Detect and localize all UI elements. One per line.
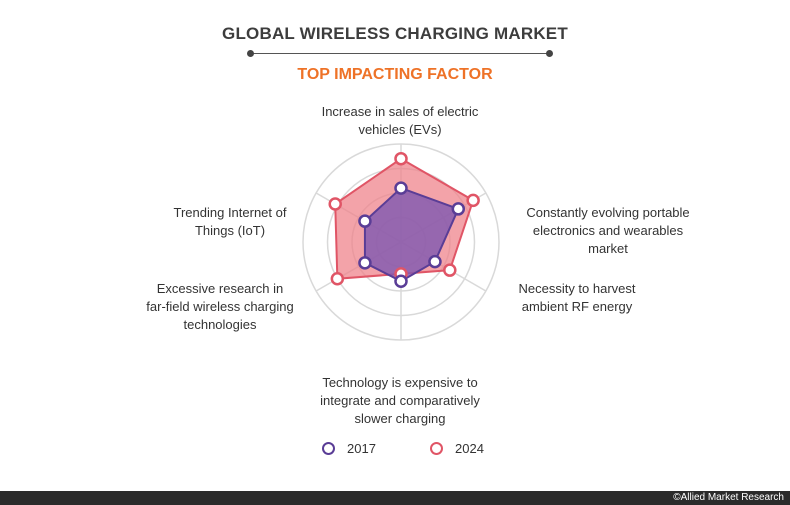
axis-label-line: Things (IoT) xyxy=(194,223,266,238)
chart-title: GLOBAL WIRELESS CHARGING MARKET xyxy=(222,24,568,43)
axis-label-line: ambient RF energy xyxy=(521,299,633,314)
axis-label-iot: Trending Internet of Things (IoT) xyxy=(150,204,310,240)
legend-item-2017: 2017 xyxy=(322,441,376,456)
axis-label-technology-expensive: Technology is expensive to integrate and… xyxy=(290,374,510,428)
axis-label-line: Increase in sales of electric xyxy=(321,104,479,119)
axis-label-line: far-field wireless charging xyxy=(146,299,294,314)
data-point-2024 xyxy=(466,193,480,208)
data-point-2017 xyxy=(394,181,408,195)
legend-label-2024: 2024 xyxy=(455,441,484,456)
data-point-2017 xyxy=(358,214,372,228)
axis-label-line: Excessive research in xyxy=(156,281,284,296)
axis-label-line: Constantly evolving portable xyxy=(526,205,690,220)
axis-label-line: Necessity to harvest xyxy=(518,281,636,296)
axis-label-line: vehicles (EVs) xyxy=(358,122,442,137)
chart-subtitle: TOP IMPACTING FACTOR xyxy=(297,66,493,83)
axis-label-far-field-research: Excessive research in far-field wireless… xyxy=(130,280,310,334)
copyright-text: ©Allied Market Research xyxy=(673,492,784,503)
data-point-2024 xyxy=(394,151,408,166)
axis-label-ev-sales: Increase in sales of electric vehicles (… xyxy=(290,103,510,139)
axis-label-line: electronics and wearables xyxy=(532,223,684,238)
title-divider xyxy=(250,53,550,54)
axis-label-line: technologies xyxy=(183,317,257,332)
axis-label-portable-electronics: Constantly evolving portable electronics… xyxy=(508,204,708,258)
axis-label-rf-energy: Necessity to harvest ambient RF energy xyxy=(497,280,657,316)
divider-dot-right xyxy=(546,50,553,57)
data-point-2024 xyxy=(330,272,345,286)
footer-bar: ©Allied Market Research xyxy=(0,491,790,505)
axis-label-line: slower charging xyxy=(354,411,446,426)
legend-marker-2024 xyxy=(430,442,443,455)
data-point-2017 xyxy=(394,274,408,288)
data-point-2017 xyxy=(358,256,372,270)
data-point-2024 xyxy=(328,197,342,211)
legend-label-2017: 2017 xyxy=(347,441,376,456)
legend-item-2024: 2024 xyxy=(430,441,484,456)
data-point-2024 xyxy=(443,263,457,277)
axis-label-line: Trending Internet of xyxy=(173,205,287,220)
legend-marker-2017 xyxy=(322,442,335,455)
divider-dot-left xyxy=(247,50,254,57)
axis-label-line: market xyxy=(588,241,628,256)
axis-label-line: Technology is expensive to xyxy=(322,375,478,390)
data-point-2017 xyxy=(428,254,442,269)
data-point-2017 xyxy=(451,202,466,216)
axis-label-line: integrate and comparatively xyxy=(320,393,480,408)
